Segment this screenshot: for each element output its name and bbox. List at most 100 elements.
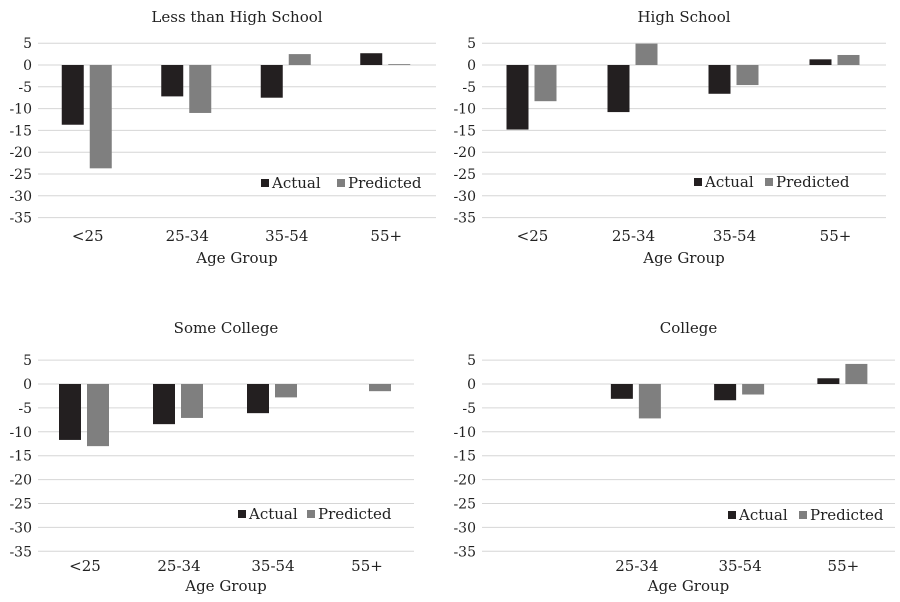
legend-swatch-predicted <box>765 178 773 186</box>
y-tick-label: -20 <box>453 473 476 489</box>
y-tick-label: -30 <box>9 520 32 536</box>
bar-predicted-55+ <box>369 384 391 392</box>
y-tick-label: 0 <box>23 58 32 74</box>
y-tick-label: -30 <box>453 520 476 536</box>
x-tick-label: 55+ <box>351 557 383 575</box>
bar-actual-55+ <box>817 378 840 384</box>
bar-actual-55+ <box>360 53 383 65</box>
legend-label-actual: Actual <box>248 505 298 523</box>
x-tick-label: 55+ <box>828 557 860 575</box>
bar-actual-<25 <box>59 384 81 440</box>
y-tick-label: -20 <box>453 145 476 161</box>
bar-predicted-<25 <box>89 65 112 169</box>
bar-actual-35-54 <box>260 65 283 98</box>
chart-title: College <box>660 319 718 337</box>
x-tick-label: 55+ <box>820 227 852 245</box>
x-axis-label: Age Group <box>642 249 725 267</box>
x-tick-label: <25 <box>517 227 549 245</box>
x-tick-label: 25-34 <box>615 557 658 575</box>
y-tick-label: -35 <box>453 544 476 560</box>
y-tick-label: -10 <box>453 425 476 441</box>
y-tick-label: -5 <box>18 401 32 417</box>
bar-predicted-35-54 <box>736 65 759 86</box>
bar-predicted-25-34 <box>181 384 203 418</box>
bar-predicted-<25 <box>87 384 109 447</box>
legend-swatch-actual <box>238 510 246 518</box>
bar-actual-<25 <box>506 65 529 130</box>
legend-label-predicted: Predicted <box>348 174 422 192</box>
y-tick-label: -15 <box>9 123 32 139</box>
y-tick-label: -10 <box>9 425 32 441</box>
y-tick-label: -15 <box>453 123 476 139</box>
legend-swatch-predicted <box>799 511 807 519</box>
y-tick-label: 5 <box>467 353 476 369</box>
y-tick-label: -10 <box>9 102 32 118</box>
x-axis-label: Age Group <box>184 577 267 595</box>
bar-predicted-35-54 <box>742 384 765 395</box>
y-tick-label: -10 <box>453 102 476 118</box>
legend-label-actual: Actual <box>271 174 321 192</box>
bar-actual-25-34 <box>153 384 175 425</box>
x-axis-label: Age Group <box>195 249 278 267</box>
bar-predicted-55+ <box>845 363 868 384</box>
bar-predicted-35-54 <box>288 54 311 65</box>
legend-label-predicted: Predicted <box>318 505 392 523</box>
y-tick-label: -25 <box>9 497 32 513</box>
x-tick-label: 55+ <box>370 227 402 245</box>
y-tick-label: -15 <box>9 449 32 465</box>
legend-label-predicted: Predicted <box>776 173 850 191</box>
y-tick-label: -25 <box>453 167 476 183</box>
x-tick-label: 25-34 <box>612 227 655 245</box>
y-tick-label: -25 <box>9 167 32 183</box>
y-tick-label: -5 <box>462 80 476 96</box>
legend-label-actual: Actual <box>738 506 788 524</box>
x-tick-label: 35-54 <box>265 227 308 245</box>
y-tick-label: -20 <box>9 473 32 489</box>
y-tick-label: 0 <box>23 377 32 393</box>
bar-predicted-55+ <box>837 54 860 65</box>
bar-actual-35-54 <box>714 384 737 401</box>
bar-predicted-55+ <box>388 64 411 65</box>
y-tick-label: -5 <box>462 401 476 417</box>
bar-actual-25-34 <box>161 65 184 97</box>
bar-actual-35-54 <box>247 384 269 414</box>
y-tick-label: 0 <box>467 377 476 393</box>
y-tick-label: -30 <box>9 189 32 205</box>
legend-label-actual: Actual <box>704 173 754 191</box>
y-tick-label: 5 <box>23 353 32 369</box>
x-tick-label: 25-34 <box>157 557 200 575</box>
bar-actual-25-34 <box>610 384 633 399</box>
y-tick-label: 5 <box>23 36 32 52</box>
y-tick-label: -30 <box>453 189 476 205</box>
x-axis-label: Age Group <box>647 577 730 595</box>
legend-swatch-predicted <box>307 510 315 518</box>
bar-actual-<25 <box>61 65 84 125</box>
y-tick-label: -15 <box>453 449 476 465</box>
x-tick-label: <25 <box>72 227 104 245</box>
legend-swatch-actual <box>728 511 736 519</box>
x-tick-label: 25-34 <box>166 227 209 245</box>
bar-predicted-25-34 <box>635 43 658 65</box>
y-tick-label: -35 <box>9 211 32 227</box>
x-tick-label: 35-54 <box>713 227 756 245</box>
x-tick-label: 35-54 <box>719 557 762 575</box>
bar-predicted-35-54 <box>275 384 297 398</box>
x-tick-label: 35-54 <box>251 557 294 575</box>
y-tick-label: -35 <box>453 211 476 227</box>
bar-predicted-25-34 <box>189 65 212 113</box>
bar-actual-35-54 <box>708 65 731 94</box>
legend-swatch-predicted <box>337 179 345 187</box>
y-tick-label: 0 <box>467 58 476 74</box>
chart-title: Some College <box>174 319 279 337</box>
bar-predicted-<25 <box>534 65 557 102</box>
y-tick-label: -20 <box>9 145 32 161</box>
legend-swatch-actual <box>694 178 702 186</box>
bar-actual-25-34 <box>607 65 630 113</box>
y-tick-label: -5 <box>18 80 32 96</box>
bar-predicted-25-34 <box>638 384 661 419</box>
bar-actual-55+ <box>809 59 832 65</box>
y-tick-label: 5 <box>467 36 476 52</box>
y-tick-label: -35 <box>9 544 32 560</box>
y-tick-label: -25 <box>453 497 476 513</box>
